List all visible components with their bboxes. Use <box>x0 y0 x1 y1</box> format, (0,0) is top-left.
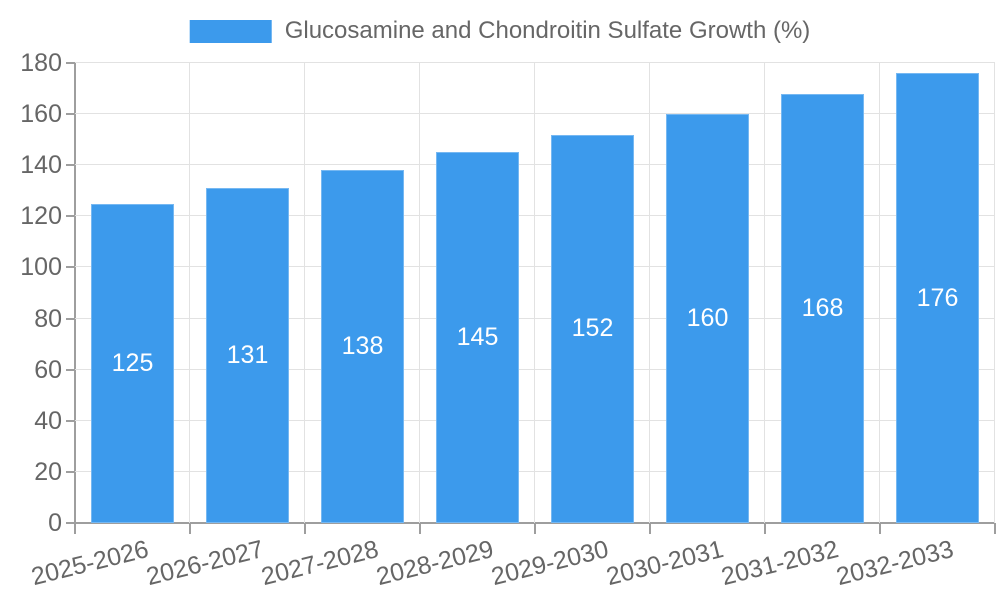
gridline-vertical <box>419 63 420 523</box>
y-axis-tick-label: 0 <box>48 509 62 537</box>
gridline-vertical <box>764 63 765 523</box>
y-axis-tick-label: 20 <box>34 457 62 486</box>
bar-value-label: 176 <box>916 283 959 312</box>
bar-2029-2030[interactable]: 152 <box>551 134 634 523</box>
bar-value-label: 138 <box>341 332 384 361</box>
x-tick-mark <box>304 523 306 534</box>
y-axis-tick-label: 180 <box>20 49 62 77</box>
bar-value-label: 145 <box>456 323 499 352</box>
y-tick-mark <box>66 266 75 269</box>
gridline-horizontal <box>75 266 995 268</box>
x-axis-tick-label: 2028-2029 <box>373 535 497 592</box>
x-axis-tick-label: 2025-2026 <box>28 535 152 592</box>
x-tick-mark <box>764 523 766 534</box>
bar-2032-2033[interactable]: 176 <box>896 73 979 523</box>
gridline-vertical <box>534 63 535 523</box>
y-tick-mark <box>66 215 75 218</box>
x-axis-tick-label: 2031-2032 <box>718 535 842 592</box>
gridline-vertical <box>304 63 305 523</box>
x-axis-tick-label: 2029-2030 <box>488 535 612 592</box>
gridline-horizontal <box>75 113 995 115</box>
gridline-vertical <box>649 63 650 523</box>
y-axis-tick-label: 100 <box>20 253 62 282</box>
gridline-vertical <box>879 63 880 523</box>
y-tick-mark <box>66 368 75 371</box>
legend-swatch <box>189 19 272 43</box>
y-tick-mark <box>66 317 75 320</box>
gridline-vertical <box>189 63 190 523</box>
y-tick-mark <box>66 62 75 64</box>
legend-label: Glucosamine and Chondroitin Sulfate Grow… <box>284 17 811 44</box>
y-tick-mark <box>66 419 75 422</box>
legend[interactable]: Glucosamine and Chondroitin Sulfate Grow… <box>189 17 811 45</box>
x-axis-tick-label: 2030-2031 <box>603 535 727 592</box>
y-axis-tick-label: 120 <box>20 202 62 231</box>
x-tick-mark <box>419 523 421 534</box>
x-tick-mark <box>74 523 76 534</box>
x-tick-mark <box>649 523 651 534</box>
bar-2031-2032[interactable]: 168 <box>781 93 864 523</box>
y-axis-line <box>74 63 76 523</box>
x-axis-tick-label: 2027-2028 <box>258 535 382 592</box>
y-axis-tick-label: 40 <box>34 406 62 435</box>
y-tick-mark <box>66 522 75 524</box>
x-tick-mark <box>879 523 881 534</box>
bar-2030-2031[interactable]: 160 <box>666 114 749 523</box>
bar-value-label: 168 <box>801 293 844 322</box>
bar-value-label: 131 <box>226 341 269 370</box>
y-axis-tick-label: 60 <box>34 355 62 384</box>
gridline-horizontal <box>75 164 995 166</box>
x-tick-mark <box>189 523 191 534</box>
x-axis-tick-label: 2026-2027 <box>143 535 267 592</box>
y-tick-mark <box>66 470 75 473</box>
plot-area: 125 131 138 145 152 160 168 176 <box>75 62 995 523</box>
y-axis-tick-label: 80 <box>34 304 62 333</box>
y-tick-mark <box>66 164 75 167</box>
bar-2025-2026[interactable]: 125 <box>91 203 174 523</box>
x-tick-mark <box>534 523 536 534</box>
bar-2026-2027[interactable]: 131 <box>206 188 289 523</box>
x-axis-tick-label: 2032-2033 <box>833 535 957 592</box>
gridline-horizontal <box>75 317 995 319</box>
bar-value-label: 160 <box>686 304 729 333</box>
gridline-horizontal <box>75 368 995 370</box>
gridline-vertical <box>994 63 995 523</box>
y-axis-tick-label: 160 <box>20 100 62 129</box>
x-tick-mark <box>994 523 996 534</box>
bar-2027-2028[interactable]: 138 <box>321 170 404 523</box>
gridline-horizontal <box>75 419 995 421</box>
gridline-horizontal <box>75 62 995 63</box>
y-axis-tick-label: 140 <box>20 151 62 180</box>
bar-2028-2029[interactable]: 145 <box>436 152 519 523</box>
bar-value-label: 125 <box>111 348 154 377</box>
y-tick-mark <box>66 113 75 116</box>
gridline-horizontal <box>75 470 995 472</box>
gridline-horizontal <box>75 215 995 217</box>
bar-value-label: 152 <box>571 314 614 343</box>
